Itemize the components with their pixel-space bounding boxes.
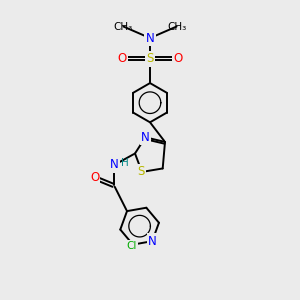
- Text: O: O: [90, 171, 99, 184]
- Text: H: H: [121, 158, 128, 168]
- Text: N: N: [148, 235, 157, 248]
- Text: S: S: [137, 165, 145, 178]
- Text: Cl: Cl: [127, 241, 137, 251]
- Text: N: N: [146, 32, 154, 45]
- Text: N: N: [141, 131, 150, 144]
- Text: CH₃: CH₃: [167, 22, 186, 32]
- Text: O: O: [173, 52, 182, 65]
- Text: S: S: [146, 52, 154, 65]
- Text: CH₃: CH₃: [114, 22, 133, 32]
- Text: O: O: [118, 52, 127, 65]
- Text: N: N: [110, 158, 118, 172]
